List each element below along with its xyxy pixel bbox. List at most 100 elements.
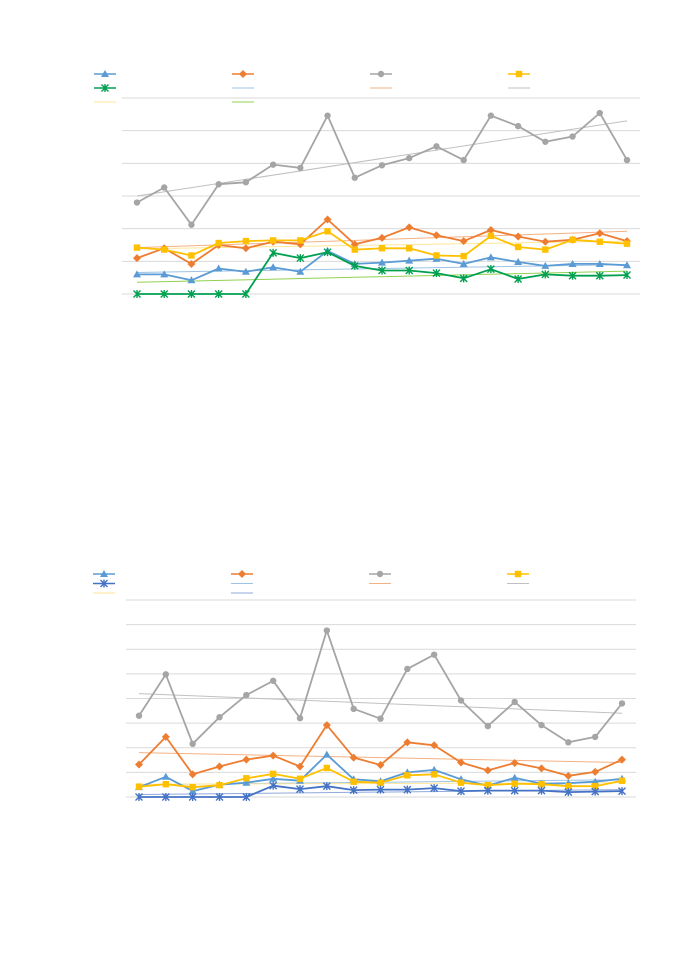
data-point (591, 767, 600, 776)
data-point (541, 261, 550, 269)
data-point (376, 760, 385, 769)
data-point (406, 154, 413, 162)
data-point (406, 245, 413, 252)
data-point (378, 162, 386, 169)
data-point (595, 229, 604, 238)
legend-swatch-marker (376, 570, 384, 578)
data-point (484, 722, 492, 730)
data-point (405, 223, 414, 232)
data-point (297, 237, 304, 244)
data-point (351, 174, 358, 181)
legend-swatch-marker (515, 70, 523, 78)
data-point (511, 780, 518, 787)
data-point (296, 715, 304, 722)
data-point (377, 715, 384, 722)
data-point (133, 270, 141, 278)
data-point (160, 290, 169, 298)
data-point (432, 231, 441, 240)
data-point (564, 771, 573, 780)
data-point (269, 237, 277, 244)
data-point (296, 267, 305, 275)
line-chart-1 (0, 60, 678, 310)
data-point (596, 109, 603, 117)
data-point (514, 257, 523, 265)
data-point (243, 775, 250, 782)
data-point (460, 156, 467, 164)
data-point (623, 240, 631, 247)
data-point (404, 665, 411, 673)
data-point (350, 705, 357, 713)
series-1 (133, 246, 631, 284)
data-point (483, 766, 492, 775)
data-point (188, 252, 195, 259)
data-point (269, 774, 278, 782)
data-point (161, 793, 170, 801)
data-point (483, 786, 492, 795)
data-point (296, 785, 304, 794)
data-point (189, 740, 196, 748)
series-line (136, 112, 628, 226)
trendlines (136, 120, 628, 283)
data-point (133, 290, 141, 298)
data-point (623, 261, 631, 269)
data-point (595, 271, 604, 280)
data-point (188, 793, 197, 801)
series-3 (135, 627, 626, 748)
data-point (215, 762, 224, 771)
data-point (214, 290, 223, 298)
data-point (623, 156, 631, 164)
data-point (324, 228, 331, 235)
data-point (537, 786, 546, 795)
data-point (215, 239, 222, 247)
data-point (405, 256, 414, 264)
data-point (241, 267, 250, 275)
data-point (188, 770, 197, 779)
data-point (514, 232, 523, 241)
data-point (595, 259, 604, 267)
series-5 (133, 248, 631, 298)
data-point (187, 276, 196, 284)
data-point (457, 787, 465, 796)
data-point (187, 259, 196, 268)
data-point (269, 751, 278, 760)
data-point (565, 739, 572, 746)
data-point (350, 240, 359, 249)
trendline (138, 752, 623, 764)
data-point (430, 741, 439, 750)
legend-swatch-marker (101, 70, 109, 77)
legend-swatch-marker (377, 70, 385, 78)
data-point (486, 253, 495, 261)
data-point (296, 775, 304, 782)
data-point (591, 733, 599, 741)
data-point (459, 237, 468, 246)
data-point (457, 758, 465, 767)
series-5 (135, 781, 626, 801)
data-point (457, 697, 465, 704)
data-point (216, 781, 223, 789)
legend-swatch-marker (100, 579, 108, 588)
data-point (323, 764, 331, 772)
data-point (487, 112, 495, 119)
chart-1-svg (94, 70, 640, 298)
data-point (568, 259, 577, 267)
data-point (161, 772, 170, 780)
data-point (510, 759, 519, 768)
data-point (541, 237, 550, 246)
data-point (514, 243, 522, 251)
legend-swatch-marker (238, 570, 246, 578)
data-point (403, 785, 412, 794)
data-point (537, 764, 546, 773)
data-point (269, 781, 278, 790)
data-point (322, 721, 331, 730)
data-point (133, 199, 141, 206)
series-4 (135, 764, 626, 791)
data-point (161, 732, 170, 741)
data-point (378, 266, 386, 275)
data-point (296, 254, 305, 263)
data-point (618, 777, 626, 784)
data-point (430, 784, 439, 793)
data-point (215, 181, 222, 188)
data-point (568, 271, 577, 280)
data-point (510, 786, 519, 795)
data-point (569, 133, 576, 140)
